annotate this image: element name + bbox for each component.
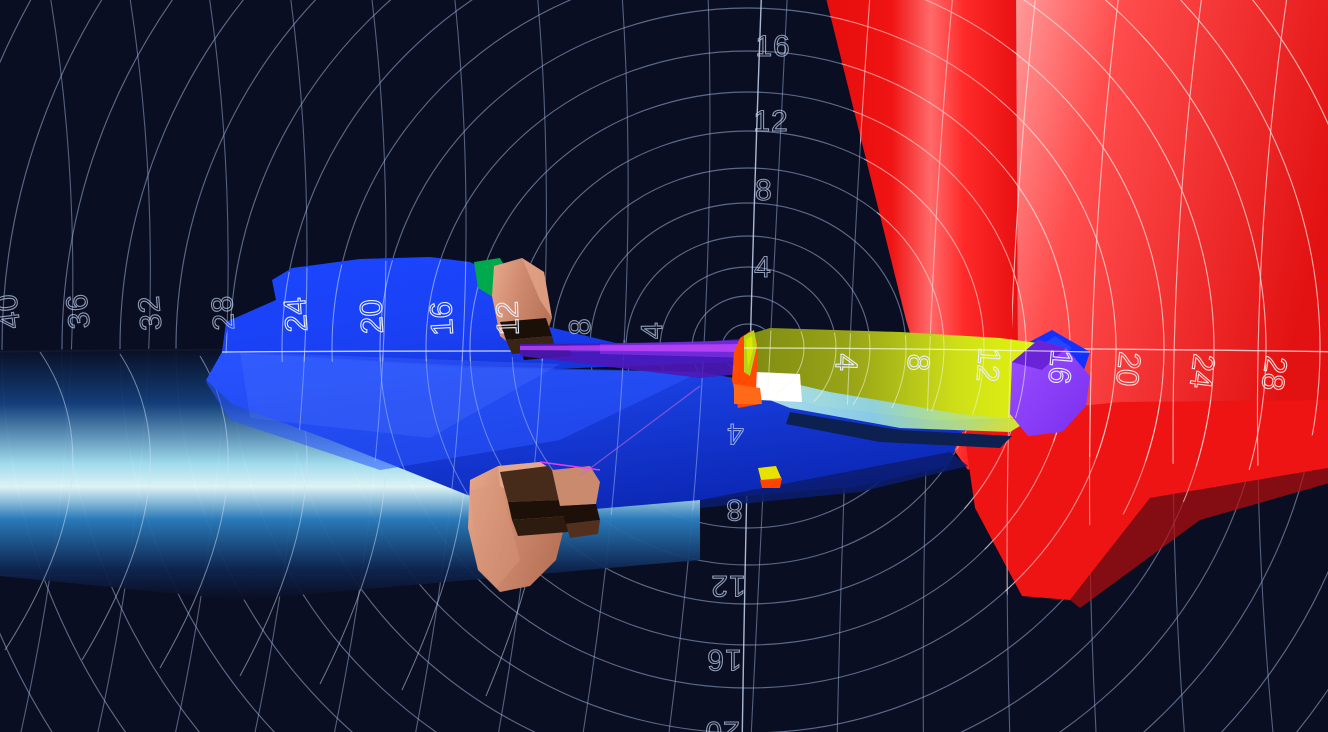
tick-left-16: 16 [423,300,460,336]
tick-right-4: 4 [829,353,865,371]
tick-bottom-8: 8 [725,493,743,526]
tick-left-28: 28 [206,294,241,332]
tick-bottom-20: 20 [704,715,739,732]
tick-right-8: 8 [901,353,937,372]
tick-right-20: 20 [1109,350,1147,388]
tick-top-16: 16 [755,30,790,63]
tick-bottom-16: 16 [706,643,741,676]
tick-right-16: 16 [1042,348,1080,385]
tick-left-20: 20 [353,298,390,334]
tick-left-12: 12 [489,301,525,337]
tick-right-12: 12 [970,346,1007,383]
tick-right-28: 28 [1255,354,1294,393]
tick-left-8: 8 [564,317,598,336]
tick-left-24: 24 [277,296,314,333]
tick-left-4: 4 [636,321,669,339]
tick-bottom-4: 4 [726,417,744,450]
tick-left-group: 40 36 32 28 24 20 16 12 8 4 [0,291,670,340]
engine-pod-lower [468,462,600,592]
tick-right-24: 24 [1183,352,1222,390]
tick-top-group: 4 8 12 16 [753,29,790,284]
tick-left-32: 32 [133,294,169,332]
tick-bottom-group: 4 8 12 16 20 [704,416,746,732]
tick-top-12: 12 [753,105,788,138]
tick-left-40: 40 [0,292,27,331]
tick-top-8: 8 [755,174,773,207]
tick-right-group: 4 8 12 16 20 24 28 [828,346,1295,394]
tick-left-36: 36 [60,292,97,331]
flame-jet [732,330,762,408]
tick-bottom-12: 12 [710,569,745,602]
tick-top-4: 4 [754,251,772,284]
